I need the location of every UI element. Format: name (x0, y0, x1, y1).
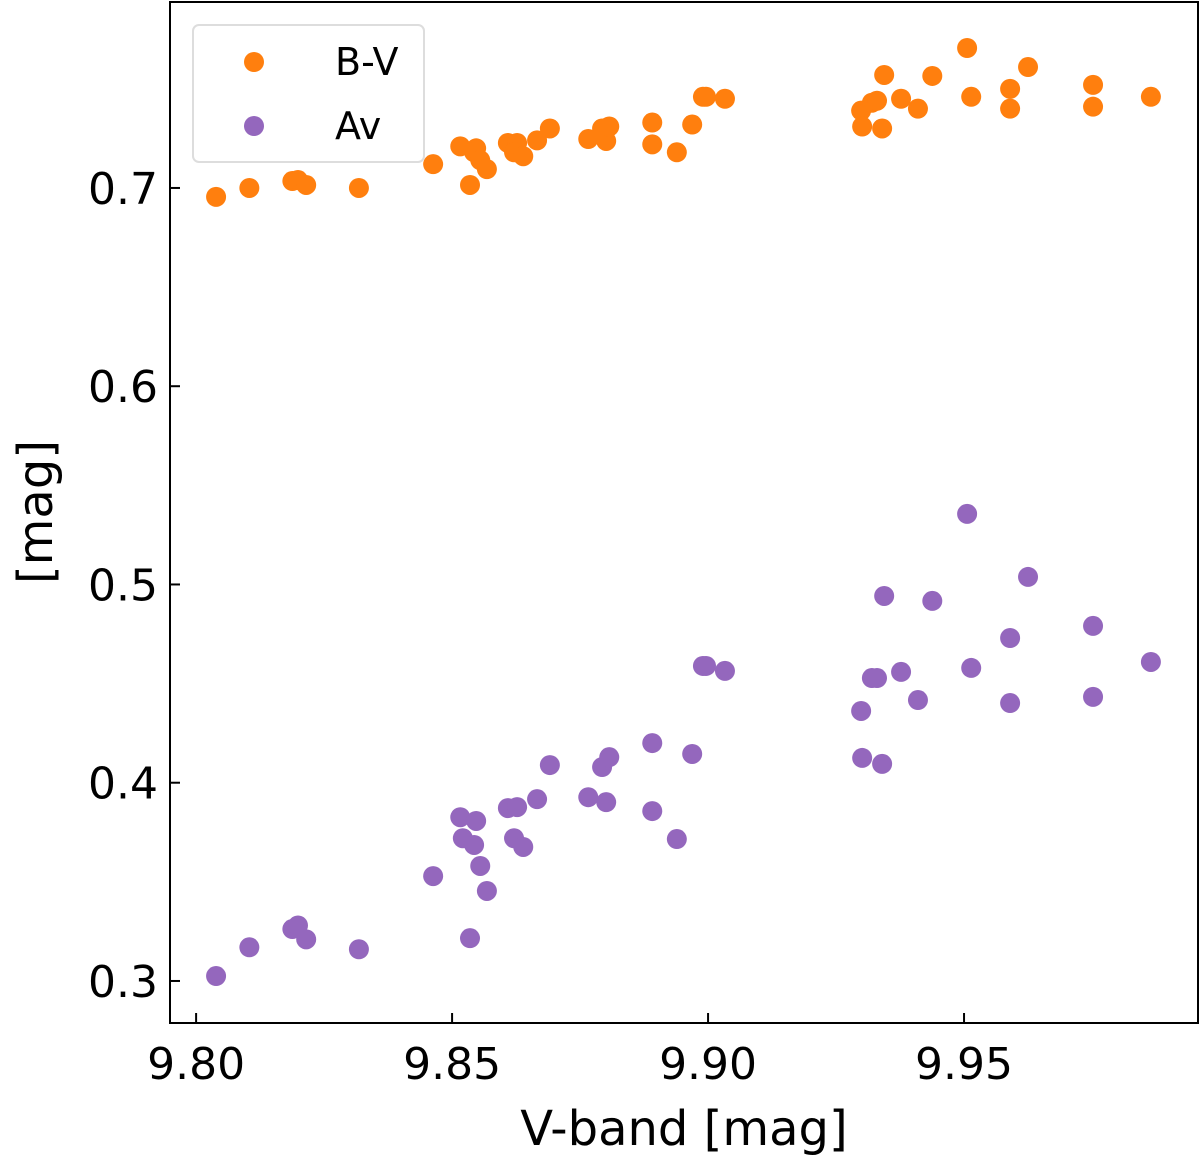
point-av (476, 880, 497, 901)
point-av (466, 810, 487, 831)
point-bv (867, 90, 888, 111)
point-av (961, 657, 982, 678)
point-av (1140, 651, 1161, 672)
point-av (239, 937, 260, 958)
legend-label-av: Av (335, 104, 381, 148)
point-bv (682, 114, 703, 135)
point-bv (599, 116, 620, 137)
point-av (666, 829, 687, 850)
y-tick-label: 0.7 (88, 164, 158, 215)
y-tick-label: 0.4 (88, 759, 158, 810)
y-axis-ticks: 0.3 0.4 0.5 0.6 0.7 (88, 164, 180, 1008)
point-bv (891, 88, 912, 109)
point-av (578, 787, 599, 808)
y-tick-label: 0.5 (88, 560, 158, 611)
point-av (642, 733, 663, 754)
point-bv (1083, 96, 1104, 117)
point-av (682, 743, 703, 764)
y-tick-label: 0.3 (88, 957, 158, 1008)
point-bv (348, 177, 369, 198)
y-axis-label: [mag] (8, 440, 64, 584)
point-av (206, 966, 227, 987)
x-tick-label: 9.90 (659, 1039, 757, 1090)
point-av (1083, 615, 1104, 636)
point-bv (642, 134, 663, 155)
point-bv (423, 154, 444, 175)
point-bv (539, 118, 560, 139)
x-tick-label: 9.95 (915, 1039, 1013, 1090)
point-av (460, 928, 481, 949)
point-av (348, 939, 369, 960)
point-bv (872, 118, 893, 139)
point-bv (578, 128, 599, 149)
point-bv (696, 86, 717, 107)
legend-marker-av (244, 116, 264, 136)
data-points (206, 37, 1161, 987)
point-bv (1000, 78, 1021, 99)
point-bv (957, 37, 978, 58)
point-av (1000, 693, 1021, 714)
point-av (714, 660, 735, 681)
point-av (423, 866, 444, 887)
point-av (1018, 566, 1039, 587)
point-av (527, 789, 548, 810)
point-av (922, 590, 943, 611)
x-tick-label: 9.80 (147, 1039, 245, 1090)
legend-marker-bv (244, 52, 264, 72)
point-bv (642, 112, 663, 133)
point-bv (239, 177, 260, 198)
point-av (872, 753, 893, 774)
point-bv (961, 86, 982, 107)
point-av (507, 797, 528, 818)
x-axis-label: V-band [mag] (520, 1101, 847, 1157)
point-bv (666, 142, 687, 163)
point-bv (907, 98, 928, 119)
point-bv (460, 174, 481, 195)
point-av (470, 855, 491, 876)
point-av (450, 807, 471, 828)
point-bv (714, 88, 735, 109)
point-av (642, 801, 663, 822)
point-av (874, 585, 895, 606)
point-av (1083, 686, 1104, 707)
point-bv (296, 174, 317, 195)
point-bv (922, 65, 943, 86)
x-tick-label: 9.85 (403, 1039, 501, 1090)
point-av (599, 747, 620, 768)
point-av (852, 747, 873, 768)
y-tick-label: 0.6 (88, 362, 158, 413)
point-bv (206, 186, 227, 207)
point-bv (1140, 86, 1161, 107)
point-bv (874, 64, 895, 85)
point-bv (1018, 57, 1039, 78)
legend-label-bv: B-V (335, 40, 399, 84)
point-av (513, 836, 534, 857)
point-av (891, 661, 912, 682)
point-bv (527, 130, 548, 151)
point-bv (476, 159, 497, 180)
plot-frame (169, 1, 1199, 1024)
point-av (596, 792, 617, 813)
point-av (907, 690, 928, 711)
point-av (539, 755, 560, 776)
x-axis-ticks: 9.80 9.85 9.90 9.95 (147, 1013, 1013, 1090)
point-bv (852, 116, 873, 137)
point-bv (1083, 74, 1104, 95)
point-av (867, 668, 888, 689)
legend: B-V Av (192, 24, 425, 163)
point-bv (513, 146, 534, 167)
point-av (296, 929, 317, 950)
point-av (464, 834, 485, 855)
point-av (957, 503, 978, 524)
point-av (696, 655, 717, 676)
point-bv (1000, 98, 1021, 119)
point-av (1000, 627, 1021, 648)
point-av (851, 700, 872, 721)
